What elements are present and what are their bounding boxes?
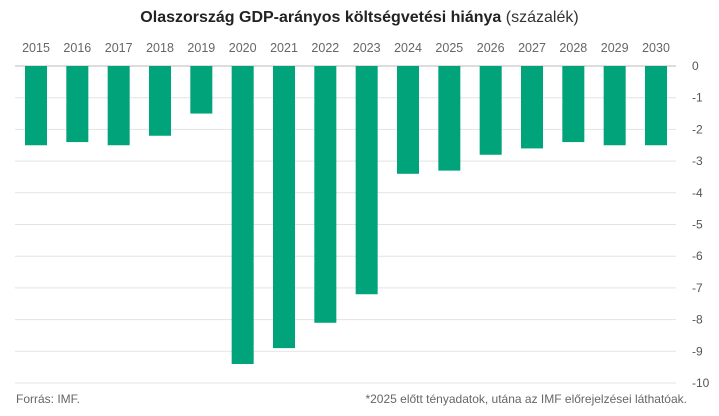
bar-2026	[479, 66, 502, 155]
x-tick-label: 2024	[394, 41, 422, 55]
y-tick-label: -7	[692, 281, 703, 295]
x-tick-label: 2030	[642, 41, 670, 55]
bar-2023	[355, 66, 378, 295]
bar-2027	[521, 66, 543, 149]
y-tick-label: 0	[692, 59, 699, 73]
bar-2015	[25, 66, 47, 146]
x-tick-label: 2025	[435, 41, 463, 55]
x-tick-label: 2026	[477, 41, 505, 55]
bar-2022	[314, 66, 337, 323]
chart-title: Olaszország GDP-arányos költségvetési hi…	[140, 9, 579, 26]
x-tick-label: 2017	[105, 41, 133, 55]
x-tick-label: 2029	[601, 41, 629, 55]
bar-2024	[397, 66, 419, 174]
y-tick-label: -9	[692, 344, 703, 358]
bar-2030	[645, 66, 667, 146]
y-tick-label: -10	[692, 376, 710, 390]
source-note: Forrás: IMF.	[16, 392, 81, 406]
bar-2017	[107, 66, 130, 146]
bar-2020	[231, 66, 254, 364]
bar-2019	[190, 66, 213, 114]
y-tick-label: -2	[692, 122, 703, 136]
x-tick-label: 2023	[353, 41, 381, 55]
x-tick-label: 2019	[187, 41, 215, 55]
bar-2021	[273, 66, 295, 349]
bar-2025	[438, 66, 461, 171]
x-tick-label: 2021	[270, 41, 298, 55]
bar-2016	[66, 66, 89, 143]
y-tick-label: -5	[692, 218, 703, 232]
bar-2029	[603, 66, 626, 146]
x-tick-label: 2020	[229, 41, 257, 55]
y-tick-label: -4	[692, 186, 703, 200]
forecast-note: *2025 előtt tényadatok, utána az IMF elő…	[365, 392, 687, 406]
x-tick-label: 2022	[311, 41, 339, 55]
y-tick-label: -6	[692, 249, 703, 263]
y-tick-label: -1	[692, 91, 703, 105]
x-tick-label: 2018	[146, 41, 174, 55]
x-tick-label: 2015	[22, 41, 50, 55]
x-tick-label: 2028	[559, 41, 587, 55]
y-tick-label: -3	[692, 154, 703, 168]
y-tick-label: -8	[692, 313, 703, 327]
bar-2028	[562, 66, 585, 143]
x-tick-label: 2016	[63, 41, 91, 55]
bar-2018	[149, 66, 171, 136]
x-tick-label: 2027	[518, 41, 546, 55]
